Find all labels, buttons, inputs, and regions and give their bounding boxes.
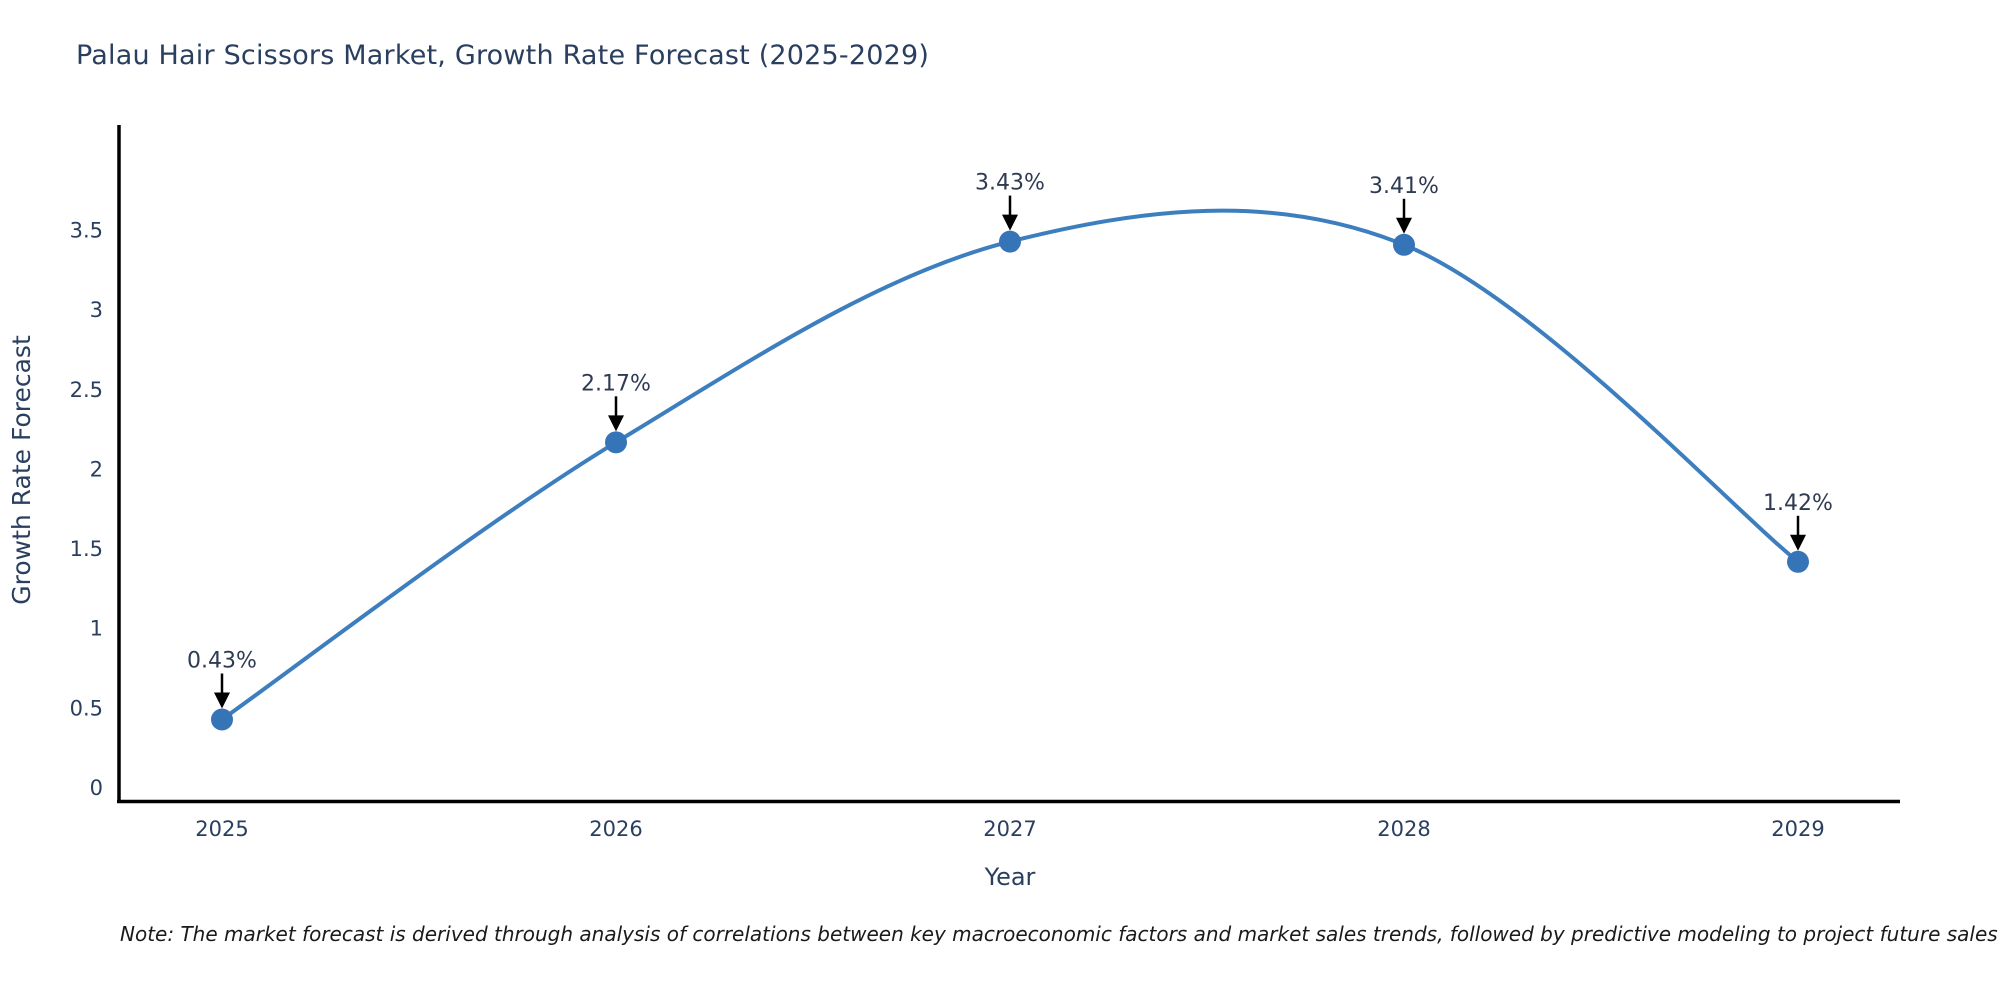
annotation-arrow-head: [1396, 217, 1412, 234]
y-tick-label: 1: [90, 617, 103, 641]
y-tick-label: 2: [90, 457, 103, 481]
y-tick-label: 2.5: [70, 378, 103, 402]
x-axis-title: Year: [984, 863, 1036, 891]
y-tick-label: 1.5: [70, 537, 103, 561]
y-tick-label: 3: [90, 298, 103, 322]
annotation-label: 3.41%: [1369, 174, 1439, 199]
data-point-marker: [999, 230, 1021, 253]
y-tick-label: 3.5: [70, 218, 103, 242]
annotation-label: 1.42%: [1763, 491, 1833, 516]
annotation-arrow-head: [1002, 214, 1018, 231]
data-point-marker: [211, 708, 233, 731]
annotation-arrow-head: [608, 415, 624, 432]
y-tick-label: 0: [90, 776, 103, 800]
annotation-arrow-head: [214, 692, 230, 709]
x-tick-label: 2026: [589, 817, 642, 841]
data-point-marker: [605, 431, 627, 454]
chart-title: Palau Hair Scissors Market, Growth Rate …: [76, 40, 930, 71]
data-point-marker: [1787, 550, 1809, 573]
x-tick-label: 2028: [1377, 817, 1430, 841]
annotation-label: 2.17%: [581, 371, 651, 396]
x-tick-label: 2029: [1771, 817, 1824, 841]
footnote: Note: The market forecast is derived thr…: [120, 922, 1998, 946]
annotation-arrow-head: [1790, 534, 1806, 551]
y-tick-label: 0.5: [70, 696, 103, 720]
data-point-marker: [1393, 233, 1415, 256]
curve-line: [220, 208, 1800, 722]
x-tick-label: 2025: [195, 817, 248, 841]
annotation-label: 0.43%: [187, 649, 257, 674]
x-tick-label: 2027: [983, 817, 1036, 841]
y-axis-title: Growth Rate Forecast: [7, 335, 36, 605]
annotation-label: 3.43%: [975, 171, 1045, 196]
